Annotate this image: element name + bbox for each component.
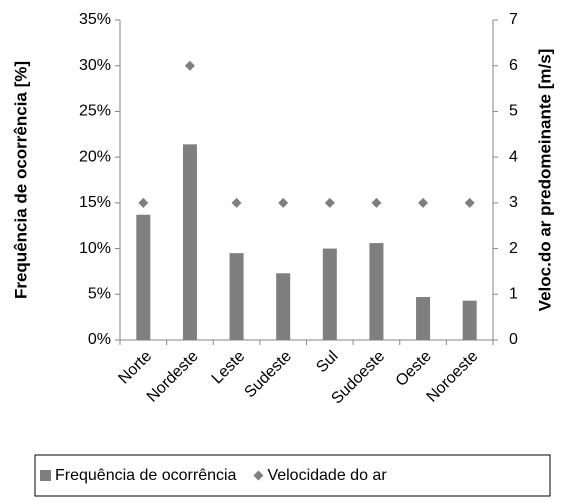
marker <box>464 197 475 208</box>
y-tick-label: 35% <box>79 11 111 28</box>
y-tick-label: 20% <box>79 148 111 165</box>
y2-tick-label: 6 <box>509 57 518 74</box>
y-tick-label: 10% <box>79 240 111 257</box>
x-tick-label: Norte <box>115 348 155 388</box>
x-tick-label: Oeste <box>393 348 435 390</box>
y2-axis-title: Veloc.do ar predomeinante [m/s] <box>535 49 554 312</box>
x-tick-label: Leste <box>209 348 249 388</box>
y-axis-title: Frequência de ocorrência [%] <box>11 61 30 299</box>
bar <box>136 214 151 340</box>
bar <box>182 144 197 340</box>
y2-tick-label: 5 <box>509 103 518 120</box>
bar <box>369 243 384 340</box>
x-tick-label: Sudeste <box>241 348 295 402</box>
legend-box <box>34 454 551 497</box>
x-tick-label: Noroeste <box>424 348 482 406</box>
legend-swatch <box>40 470 51 481</box>
y2-tick-label: 0 <box>509 331 518 348</box>
legend-label: Velocidade do ar <box>267 467 387 484</box>
legend-swatch <box>253 470 264 481</box>
bar <box>276 273 291 340</box>
marker <box>418 197 429 208</box>
marker <box>184 60 195 71</box>
y-tick-label: 25% <box>79 103 111 120</box>
y-tick-label: 5% <box>88 286 111 303</box>
y2-tick-label: 2 <box>509 240 518 257</box>
bar <box>229 253 244 340</box>
marker <box>324 197 335 208</box>
bar <box>462 300 477 340</box>
y2-tick-label: 3 <box>509 194 518 211</box>
marker <box>138 197 149 208</box>
marker <box>278 197 289 208</box>
y-tick-label: 0% <box>88 331 111 348</box>
y2-tick-label: 4 <box>509 148 518 165</box>
y-tick-label: 30% <box>79 57 111 74</box>
x-tick-label: Sul <box>313 348 341 376</box>
x-tick-label: Nordeste <box>144 348 202 406</box>
y2-tick-label: 1 <box>509 286 518 303</box>
marker <box>231 197 242 208</box>
bar <box>322 248 337 340</box>
y2-tick-label: 7 <box>509 11 518 28</box>
y-tick-label: 15% <box>79 194 111 211</box>
legend-label: Frequência de ocorrência <box>55 467 237 484</box>
marker <box>371 197 382 208</box>
bar <box>416 297 431 340</box>
